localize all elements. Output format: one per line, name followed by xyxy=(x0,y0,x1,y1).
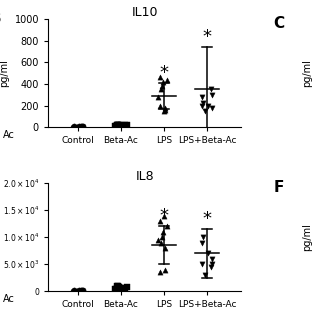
Point xyxy=(80,288,85,293)
Point xyxy=(199,94,204,100)
Point xyxy=(115,123,120,128)
Point xyxy=(199,240,204,245)
Point xyxy=(115,285,120,290)
Point xyxy=(157,103,162,108)
Point xyxy=(165,224,170,229)
Point xyxy=(70,124,75,129)
Point xyxy=(124,123,129,128)
Point xyxy=(157,270,162,275)
Y-axis label: pg/ml: pg/ml xyxy=(0,59,9,87)
Point xyxy=(208,264,213,269)
Point xyxy=(78,124,83,129)
Point xyxy=(199,262,204,267)
Point xyxy=(118,123,123,128)
Point xyxy=(206,251,211,256)
Point xyxy=(81,124,86,129)
Point xyxy=(210,92,215,97)
Point xyxy=(202,272,207,277)
Point xyxy=(163,105,168,110)
Title: IL10: IL10 xyxy=(132,6,158,19)
Point xyxy=(199,103,204,108)
Point xyxy=(124,285,129,290)
Point xyxy=(123,285,128,291)
Point xyxy=(116,283,121,288)
Point xyxy=(71,288,76,293)
Text: Ac: Ac xyxy=(3,130,15,140)
Point xyxy=(119,286,124,292)
Point xyxy=(210,256,215,261)
Point xyxy=(113,123,118,128)
Point xyxy=(80,124,85,129)
Point xyxy=(200,101,205,106)
Point xyxy=(115,123,120,128)
Title: IL8: IL8 xyxy=(135,170,154,183)
Point xyxy=(78,124,84,129)
Point xyxy=(71,124,76,129)
Text: pg/ml: pg/ml xyxy=(302,223,312,251)
Text: pg/ml: pg/ml xyxy=(302,59,312,87)
Text: B: B xyxy=(0,11,2,26)
Point xyxy=(77,124,82,129)
Point xyxy=(156,237,161,243)
Point xyxy=(78,288,84,293)
Point xyxy=(71,124,76,129)
Text: *: * xyxy=(159,64,168,82)
Point xyxy=(160,84,165,89)
Text: *: * xyxy=(202,210,212,228)
Point xyxy=(208,87,213,92)
Point xyxy=(163,107,168,112)
Point xyxy=(158,75,163,80)
Point xyxy=(210,262,215,267)
Point xyxy=(202,108,207,114)
Point xyxy=(78,288,83,293)
Point xyxy=(159,240,164,245)
Point xyxy=(71,288,76,293)
Point xyxy=(161,79,166,84)
Point xyxy=(119,122,124,127)
Point xyxy=(118,286,123,291)
Point xyxy=(116,123,121,128)
Point xyxy=(162,213,167,218)
Point xyxy=(165,77,170,82)
Point xyxy=(77,288,82,293)
Point xyxy=(116,123,121,128)
Point xyxy=(160,235,165,240)
Point xyxy=(77,288,82,293)
Point xyxy=(113,286,118,291)
Point xyxy=(162,108,167,114)
Point xyxy=(156,94,161,100)
Text: Ac: Ac xyxy=(3,294,15,304)
Point xyxy=(163,245,168,251)
Text: F: F xyxy=(274,180,284,195)
Point xyxy=(70,288,75,293)
Point xyxy=(115,284,120,289)
Point xyxy=(74,124,79,129)
Point xyxy=(159,87,164,92)
Point xyxy=(163,267,168,272)
Point xyxy=(161,229,166,234)
Point xyxy=(210,105,215,110)
Text: C: C xyxy=(274,16,285,31)
Point xyxy=(77,124,82,129)
Point xyxy=(200,235,205,240)
Point xyxy=(116,284,121,290)
Point xyxy=(206,103,211,108)
Point xyxy=(115,122,120,127)
Text: *: * xyxy=(202,28,212,46)
Point xyxy=(74,288,79,293)
Text: *: * xyxy=(159,207,168,225)
Point xyxy=(81,288,86,293)
Point xyxy=(123,123,128,128)
Point xyxy=(115,284,120,290)
Point xyxy=(158,219,163,224)
